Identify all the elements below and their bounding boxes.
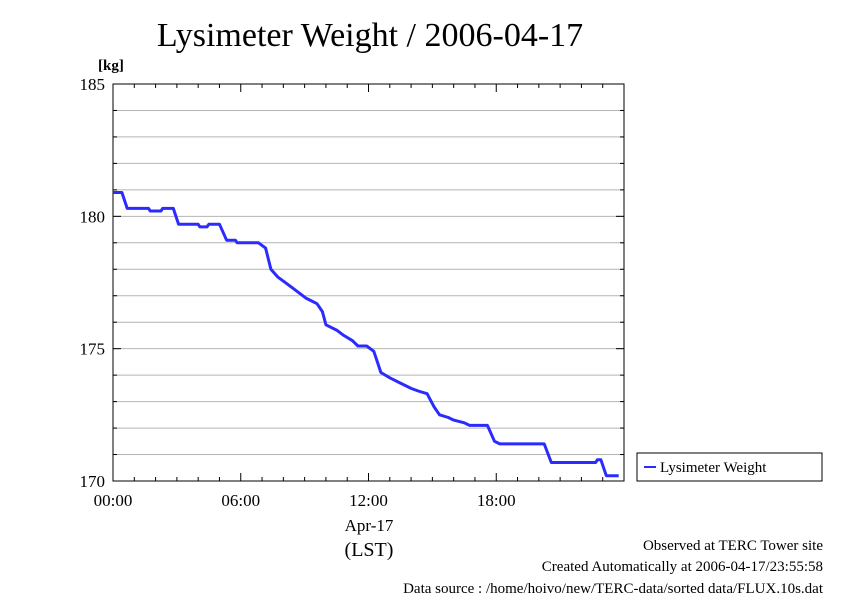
legend-box <box>636 452 823 482</box>
footer-created: Created Automatically at 2006-04-17/23:5… <box>542 559 823 575</box>
series-line-lysimeter-weight <box>113 191 619 478</box>
gridlines <box>113 109 624 456</box>
x-axis-label: (LST) <box>345 539 394 561</box>
footer-observed: Observed at TERC Tower site <box>643 538 823 554</box>
x-axis: 00:00 06:00 12:00 18:00 <box>94 84 625 510</box>
legend-label: Lysimeter Weight <box>660 460 767 476</box>
x-axis-date-label: Apr-17 <box>345 516 394 535</box>
legend: Lysimeter Weight <box>636 452 823 482</box>
x-tick-label: 18:00 <box>477 491 516 510</box>
y-axis-unit: [kg] <box>98 58 124 74</box>
footer-data-source: Data source : /home/hoivo/new/TERC-data/… <box>403 581 824 595</box>
y-tick-label: 185 <box>80 75 106 94</box>
x-tick-label: 12:00 <box>349 491 388 510</box>
y-tick-label: 180 <box>80 207 106 226</box>
y-tick-label: 175 <box>80 340 106 359</box>
plot-frame <box>112 83 625 482</box>
x-tick-label: 00:00 <box>94 491 133 510</box>
y-axis: 170 175 180 185 <box>80 75 624 491</box>
x-tick-label: 06:00 <box>221 491 260 510</box>
y-tick-label: 170 <box>80 472 106 491</box>
chart-title: Lysimeter Weight / 2006-04-17 <box>157 17 583 54</box>
